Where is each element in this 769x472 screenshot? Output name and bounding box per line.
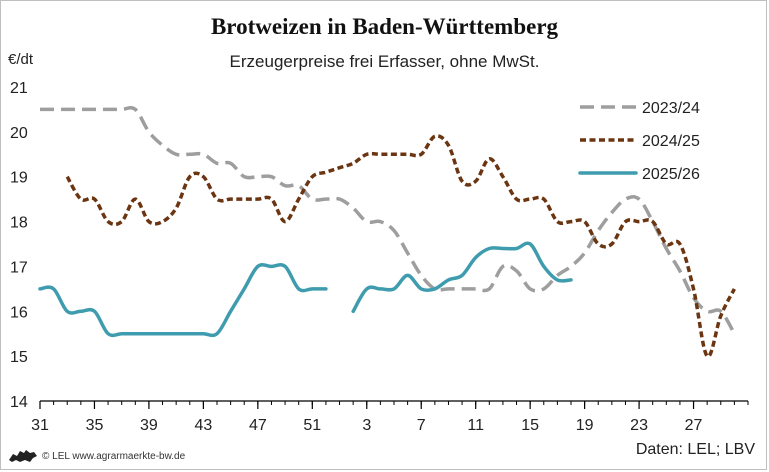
x-tick-label: 51 [303,417,321,434]
x-tick-label: 31 [31,417,49,434]
series-line-2024-25 [65,134,736,358]
y-tick-label: 16 [10,304,28,321]
x-tick-label: 15 [521,417,539,434]
x-tick-label: 23 [630,417,648,434]
x-tick-label: 3 [362,417,371,434]
y-axis-unit: €/dt [8,51,34,68]
lion-logo-icon [9,450,37,462]
legend-label-2024-25: 2024/25 [642,133,700,150]
legend-label-2025-26: 2025/26 [642,166,700,183]
x-tick-label: 39 [140,417,158,434]
data-source: Daten: LEL; LBV [635,441,755,458]
x-tick-label: 47 [249,417,267,434]
series-line-2023-24 [40,105,736,335]
chart-subtitle: Erzeugerpreise frei Erfasser, ohne MwSt. [229,52,540,71]
y-tick-label: 17 [10,259,28,276]
legend-label-2023-24: 2023/24 [642,100,700,117]
series-line-2025-26-part-2 [351,241,573,314]
footer-credit: © LEL www.agrarmaerkte-bw.de [8,448,185,464]
y-tick-label: 20 [10,125,28,142]
y-tick-label: 15 [10,349,28,366]
y-tick-label: 19 [10,170,28,187]
x-tick-label: 11 [467,417,484,434]
y-tick-label: 14 [10,394,28,411]
legend: 2023/24 2024/25 2025/26 [578,100,700,183]
axis-layer: 14 15 16 17 18 19 20 21 31 35 39 43 47 51 3 7 11 15 19 23 27 [10,80,749,434]
x-tick-label: 43 [194,417,212,434]
chart-title: Brotweizen in Baden-Württemberg [210,14,559,39]
x-tick-label: 35 [86,417,104,434]
y-tick-label: 18 [10,215,28,232]
x-tick-label: 19 [576,417,594,434]
series-line-2025-26-part-1 [38,262,328,338]
y-tick-label: 21 [10,80,28,97]
x-tick-label: 27 [685,417,703,434]
x-tick-label: 7 [417,417,426,434]
plot-lines [38,105,736,358]
footer-credit-text: © LEL www.agrarmaerkte-bw.de [42,450,186,462]
